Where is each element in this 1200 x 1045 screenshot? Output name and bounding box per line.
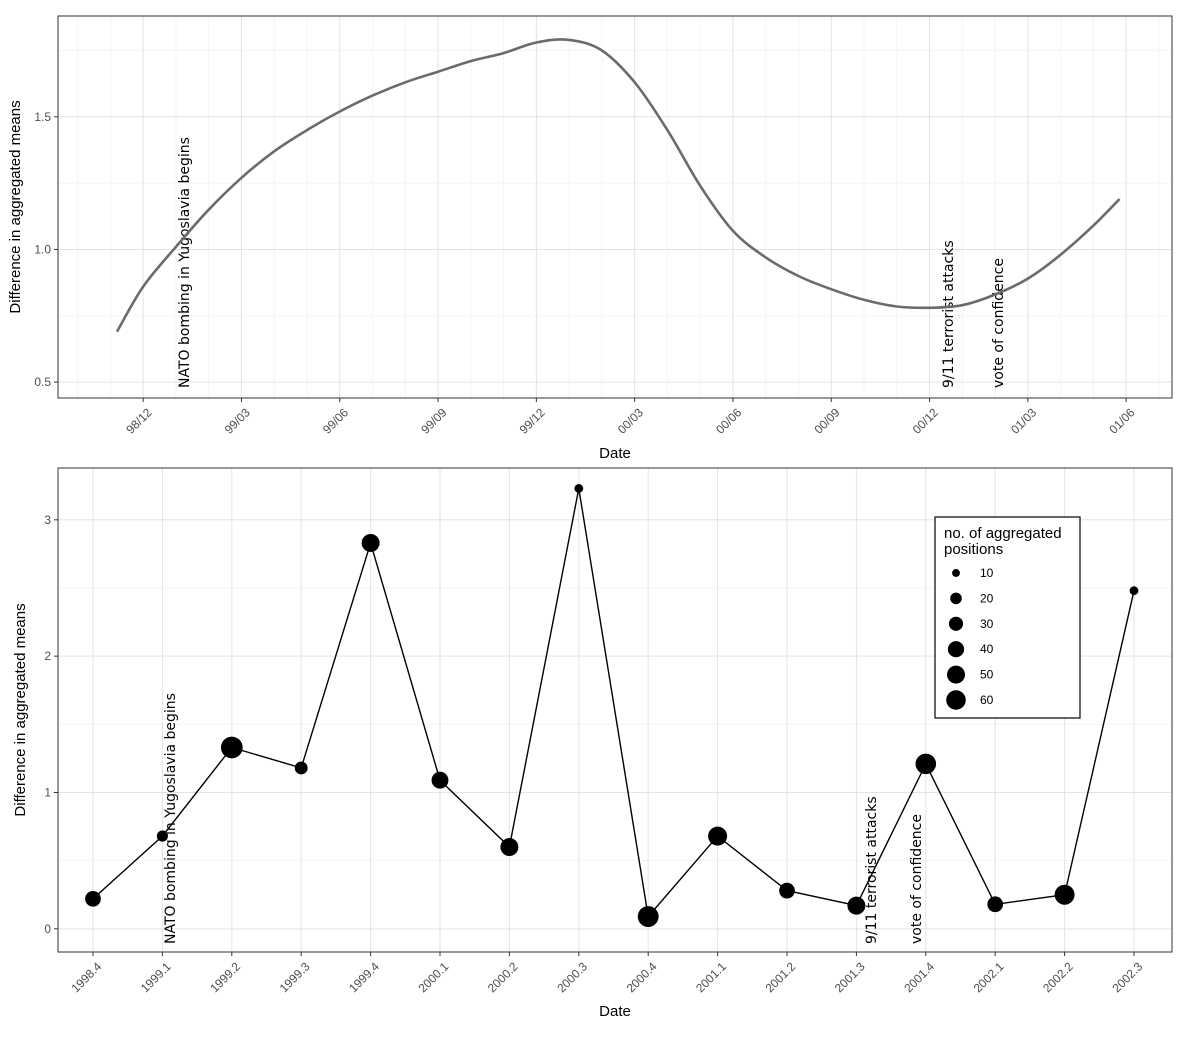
bottom-x-tick-label: 2000.4	[624, 959, 660, 995]
top-x-tick-label: 00/06	[713, 405, 744, 436]
legend-size-symbol	[948, 616, 964, 631]
top-x-tick-label: 99/12	[517, 405, 548, 436]
top-plot-background	[58, 16, 1172, 398]
bottom-data-point	[779, 882, 795, 899]
bottom-data-point	[361, 533, 380, 552]
bottom-data-point	[574, 484, 584, 493]
bottom-y-axis: 0 1 2 3	[44, 513, 58, 936]
legend-size-label: 40	[980, 642, 994, 656]
bottom-x-tick-label: 2000.1	[415, 959, 451, 995]
top-y-axis: 0.5 1.0 1.5	[34, 110, 58, 389]
legend-size-symbol	[952, 569, 960, 577]
top-grid	[58, 16, 1172, 398]
top-y-axis-title: Difference in aggregated means	[7, 100, 24, 313]
bottom-x-tick-label: 2001.1	[693, 959, 729, 995]
top-x-tick-label: 99/06	[320, 405, 351, 436]
bottom-data-point	[637, 906, 659, 927]
top-x-tick-label: 99/03	[222, 405, 253, 436]
bottom-data-point	[500, 838, 519, 857]
bottom-x-axis-title: Date	[599, 1003, 631, 1020]
top-annotation-label: 9/11 terrorist attacks	[941, 240, 957, 388]
bottom-data-point	[1129, 586, 1139, 596]
bottom-data-point	[987, 896, 1004, 913]
bottom-annotation-label: vote of confidence	[909, 814, 925, 944]
bottom-y-tick-label: 0	[44, 922, 51, 936]
bottom-x-tick-label: 2001.3	[832, 959, 868, 995]
top-chart: NATO bombing in Yugoslavia begins 9/11 te…	[7, 15, 1173, 462]
legend-title: no. of aggregated	[944, 525, 1062, 542]
bottom-x-tick-label: 2002.1	[971, 959, 1007, 995]
bottom-series-line	[92, 488, 1135, 919]
bottom-data-point	[85, 890, 101, 907]
bottom-series	[85, 484, 1139, 927]
legend-size-label: 30	[980, 617, 994, 631]
bottom-data-point	[220, 736, 243, 759]
bottom-annotations: NATO bombing in Yugoslavia begins 9/11 te…	[163, 693, 925, 944]
legend-size-symbol	[947, 665, 965, 684]
legend-size-label: 60	[980, 693, 994, 707]
top-y-tick-label: 1.0	[34, 242, 51, 256]
bottom-y-tick-label: 2	[44, 649, 51, 663]
top-y-tick-label: 1.5	[34, 110, 51, 124]
top-x-tick-label: 99/09	[418, 405, 449, 436]
bottom-x-tick-label: 2000.2	[485, 959, 521, 995]
bottom-data-point	[294, 761, 308, 775]
bottom-data-point	[847, 896, 866, 915]
top-x-tick-label: 98/12	[123, 405, 154, 436]
bottom-x-tick-label: 2001.4	[901, 959, 937, 995]
bottom-data-point	[915, 753, 937, 775]
bottom-x-tick-label: 1999.3	[277, 959, 313, 995]
bottom-x-tick-label: 1999.1	[138, 959, 174, 995]
legend-size-symbol	[950, 592, 962, 605]
bottom-chart: NATO bombing in Yugoslavia begins 9/11 te…	[12, 467, 1173, 1020]
top-x-tick-label: 00/09	[811, 405, 842, 436]
bottom-x-tick-label: 1999.4	[346, 959, 382, 995]
bottom-data-point	[708, 826, 728, 846]
top-x-tick-label: 01/03	[1008, 405, 1039, 436]
top-y-tick-label: 0.5	[34, 375, 51, 389]
bottom-x-tick-label: 2002.3	[1109, 959, 1145, 995]
legend-size-symbol	[946, 690, 966, 710]
top-x-tick-label: 01/06	[1106, 405, 1137, 436]
top-x-axis-title: Date	[599, 445, 631, 462]
top-annotation-label: vote of confidence	[991, 258, 1007, 388]
bottom-annotation-label: 9/11 terrorist attacks	[864, 796, 880, 944]
bottom-x-tick-label: 1999.2	[207, 959, 243, 995]
top-x-tick-label: 00/03	[615, 405, 646, 436]
top-annotation-label: NATO bombing in Yugoslavia begins	[177, 137, 193, 388]
bottom-y-tick-label: 1	[44, 785, 51, 799]
bottom-data-point	[431, 771, 449, 789]
bottom-x-axis: 1998.4 1999.1 1999.2 1999.3 1999.4 2000.1 2000…	[68, 952, 1146, 995]
bottom-y-tick-label: 3	[44, 513, 51, 527]
top-series	[115, 38, 1121, 333]
legend-size-symbol	[947, 641, 965, 658]
legend-title: positions	[944, 541, 1003, 558]
top-x-axis: 98/12 99/03 99/06 99/09 99/12 00/03 00/06 00/09…	[123, 398, 1138, 437]
bottom-panel-border	[57, 467, 1173, 953]
top-annotations: NATO bombing in Yugoslavia begins 9/11 te…	[177, 137, 1007, 388]
bottom-x-tick-label: 1998.4	[68, 959, 104, 995]
legend-size-label: 50	[980, 668, 994, 682]
bottom-data-point	[156, 830, 168, 842]
bottom-y-axis-title: Difference in aggregated means	[12, 603, 29, 816]
top-x-tick-label: 00/12	[910, 405, 941, 436]
bottom-annotation-label: NATO bombing in Yugoslavia begins	[163, 693, 179, 944]
bottom-x-tick-label: 2001.2	[762, 959, 798, 995]
top-series-line	[115, 38, 1121, 333]
bottom-x-tick-label: 2002.2	[1040, 959, 1076, 995]
bottom-x-tick-label: 2000.3	[554, 959, 590, 995]
top-panel-border	[57, 15, 1173, 399]
bottom-data-point	[1054, 884, 1075, 905]
legend-size-label: 10	[980, 566, 994, 580]
legend-size-label: 20	[980, 591, 994, 605]
